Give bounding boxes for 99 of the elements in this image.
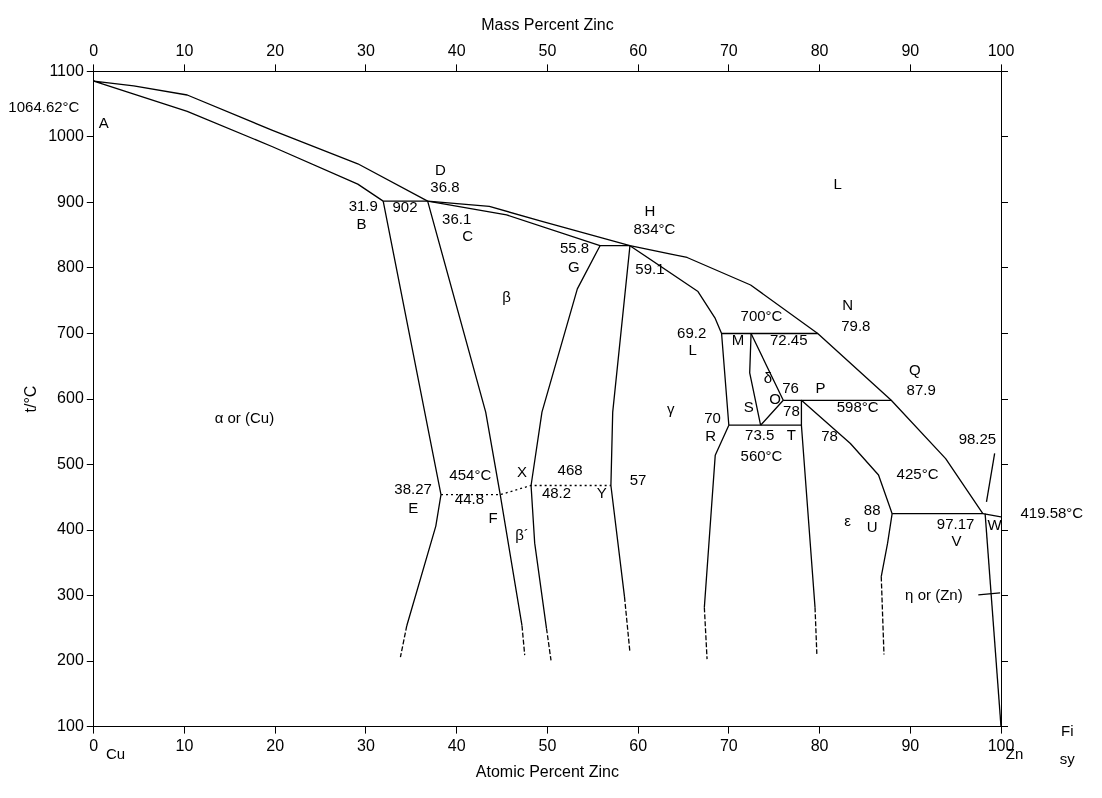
x-tick-label: 10: [175, 736, 194, 754]
x-tick-label: 50: [538, 736, 557, 754]
annotation: B: [356, 214, 367, 232]
annotation: γ: [667, 400, 676, 418]
annotation: Q: [908, 360, 921, 378]
y-tick-label: 300: [57, 585, 84, 603]
annotation: V: [951, 531, 962, 549]
x2-tick-label: 100: [987, 42, 1015, 60]
annotation: β´: [515, 526, 529, 544]
annotation: H: [644, 202, 656, 220]
annotation: U: [866, 517, 878, 535]
annotation: 55.8: [560, 239, 590, 257]
text: 419.58°C: [1020, 504, 1084, 522]
annotation: 425°C: [896, 465, 939, 483]
annotation: ε: [844, 512, 852, 530]
annotation: F: [488, 509, 498, 527]
x-tick-label: 20: [266, 736, 285, 754]
annotation: R: [705, 427, 717, 445]
annotation: 36.1: [442, 209, 472, 227]
annotation: 57: [629, 471, 647, 489]
annotation: 834°C: [633, 220, 676, 238]
x-axis-title: Atomic Percent Zinc: [475, 762, 619, 780]
x-tick-label: 40: [447, 736, 466, 754]
annotation: W: [987, 516, 1003, 534]
y-tick-label: 900: [57, 192, 84, 210]
x-tick-label: 80: [810, 736, 829, 754]
x2-tick-label: 40: [447, 42, 466, 60]
y-tick-label: 600: [57, 389, 84, 407]
text: 1064.62°C: [8, 97, 80, 115]
annotation: D: [434, 161, 446, 179]
annotation: G: [567, 258, 580, 276]
annotation: 902: [392, 198, 418, 216]
y-tick-label: 700: [57, 323, 84, 341]
text: Fi: [1060, 721, 1074, 739]
annotation: C: [462, 226, 474, 244]
annotation: N: [842, 296, 854, 314]
annotation: β: [502, 288, 512, 306]
annotation: 78: [821, 427, 838, 445]
x2-tick-label: 80: [810, 42, 829, 60]
annotation: 97.17: [936, 514, 975, 532]
y-axis-title: t/°C: [22, 385, 40, 413]
annotation: M: [731, 330, 745, 348]
annotation: 87.9: [906, 381, 936, 399]
annotation: 560°C: [740, 447, 783, 465]
x2-tick-label: 70: [719, 42, 738, 60]
y-tick-label: 1000: [48, 127, 84, 145]
annotation: L: [833, 174, 842, 192]
annotation: 79.8: [841, 317, 871, 335]
annotation: 59.1: [635, 260, 665, 278]
text: Cu: [105, 744, 126, 762]
annotation: 76: [782, 379, 799, 397]
annotation: 38.27: [394, 480, 432, 498]
y-tick-label: 800: [57, 258, 84, 276]
x2-tick-label: 60: [629, 42, 648, 60]
annotation: E: [408, 498, 419, 516]
text: sy: [1059, 749, 1076, 767]
x2-tick-label: 0: [89, 42, 99, 60]
x2-tick-label: 50: [538, 42, 557, 60]
annotation: 88: [863, 500, 881, 518]
annotation: α or (Cu): [214, 408, 275, 426]
annotation: 468: [557, 460, 583, 478]
annotation: T: [786, 426, 797, 444]
annotation: A: [98, 113, 109, 131]
annotation: 36.8: [430, 178, 460, 196]
annotation: 98.25: [958, 430, 997, 448]
annotation: 598°C: [836, 398, 879, 416]
x-tick-label: 60: [629, 736, 648, 754]
annotation: Y: [596, 484, 607, 502]
annotation: 69.2: [677, 323, 707, 341]
y-tick-label: 100: [57, 717, 84, 735]
annotation: 70: [704, 409, 721, 427]
x2-tick-label: 90: [901, 42, 920, 60]
y-tick-label: 1100: [49, 61, 84, 79]
annotation: δ: [763, 368, 773, 386]
annotation: 78: [783, 402, 800, 420]
x-tick-label: 70: [719, 736, 738, 754]
y-tick-label: 400: [57, 520, 84, 538]
annotation: 72.45: [769, 330, 808, 348]
annotation: 73.5: [745, 425, 775, 443]
x-tick-label: 30: [357, 736, 375, 754]
annotation: 700°C: [740, 307, 783, 325]
annotation: 454°C: [449, 466, 492, 484]
y-tick-label: 200: [57, 651, 84, 669]
y-tick-label: 500: [57, 454, 84, 472]
x2-tick-label: 30: [357, 42, 375, 60]
annotation: X: [516, 462, 527, 480]
annotation: S: [743, 398, 754, 416]
annotation: O: [769, 389, 781, 407]
annotation: 48.2: [541, 484, 572, 502]
annotation: L: [688, 340, 697, 358]
x-tick-label: 90: [901, 736, 920, 754]
x2-tick-label: 20: [266, 42, 285, 60]
x-tick-label: 0: [89, 736, 99, 754]
annotation: 44.8: [454, 490, 484, 508]
annotation: η or (Zn): [905, 585, 963, 603]
annotation: P: [815, 379, 826, 397]
x2-axis-title: Mass Percent Zinc: [481, 16, 614, 34]
annotation: 31.9: [348, 196, 378, 214]
x2-tick-label: 10: [175, 42, 194, 60]
